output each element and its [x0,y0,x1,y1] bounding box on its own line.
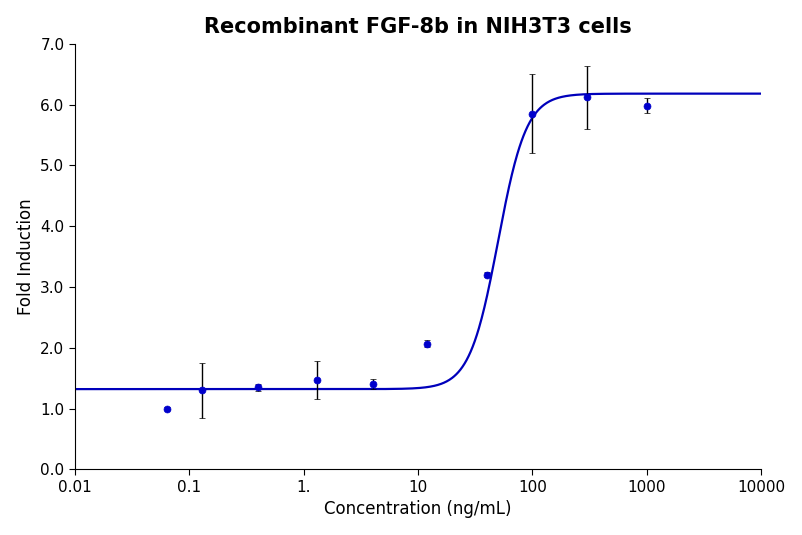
Y-axis label: Fold Induction: Fold Induction [17,198,34,315]
X-axis label: Concentration (ng/mL): Concentration (ng/mL) [324,500,512,518]
Title: Recombinant FGF-8b in NIH3T3 cells: Recombinant FGF-8b in NIH3T3 cells [205,17,632,37]
